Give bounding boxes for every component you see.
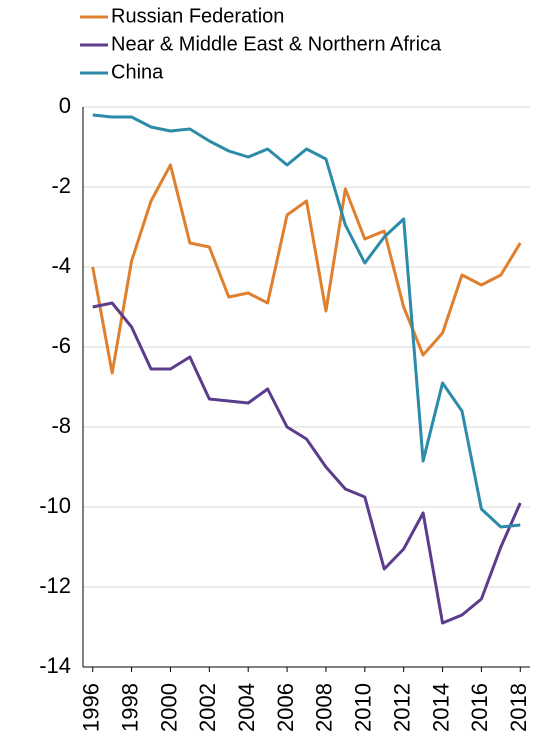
x-tick-label: 2018 [506,683,531,732]
x-tick-label: 2000 [156,683,181,732]
x-tick-label: 2006 [273,683,298,732]
x-tick-label: 2004 [234,683,259,732]
x-tick-label: 2002 [195,683,220,732]
y-tick-label: -14 [39,653,71,678]
x-tick-label: 2010 [351,683,376,732]
y-tick-label: -8 [51,413,71,438]
x-tick-label: 1998 [117,683,142,732]
legend-label: Near & Middle East & Northern Africa [111,33,442,55]
legend-label: China [111,61,164,83]
x-tick-label: 2012 [389,683,414,732]
series-line [92,113,521,529]
x-tick-label: 2008 [312,683,337,732]
x-tick-label: 2016 [467,683,492,732]
series-line [92,301,522,625]
x-tick-label: 1996 [79,683,104,732]
y-tick-label: -2 [51,173,71,198]
y-tick-label: -12 [39,573,71,598]
y-tick-label: 0 [59,93,71,118]
y-tick-label: -10 [39,493,71,518]
y-tick-label: -4 [51,253,71,278]
y-tick-label: -6 [51,333,71,358]
series-line [91,163,522,375]
legend-label: Russian Federation [111,5,284,27]
x-tick-label: 2014 [428,683,453,732]
